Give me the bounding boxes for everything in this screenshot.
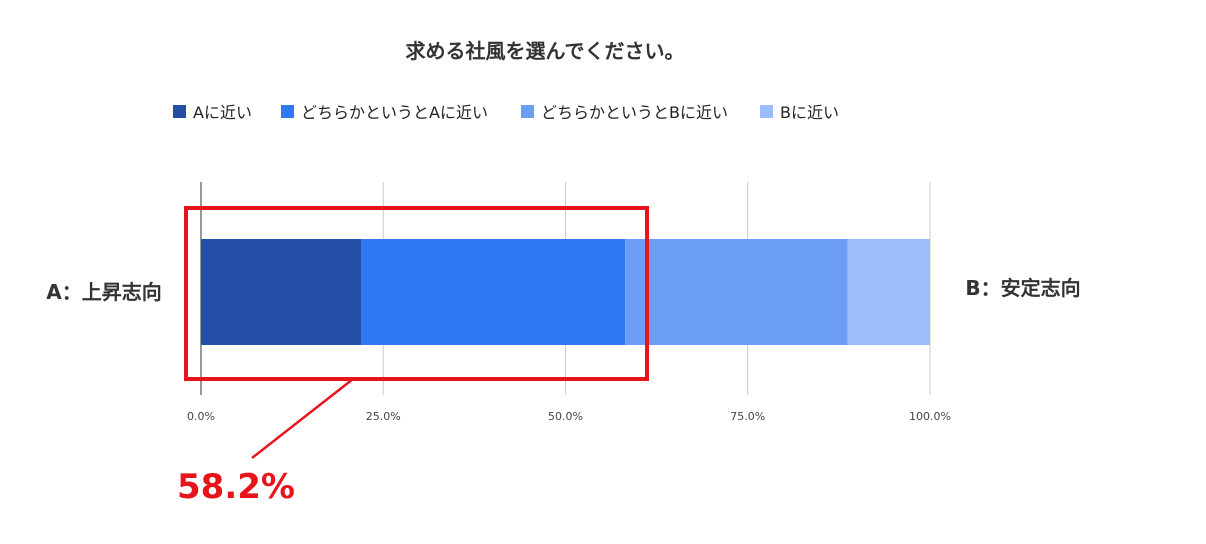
legend-label: どちらかというとAに近い	[301, 103, 488, 122]
legend: Aに近い どちらかというとAに近い どちらかというとBに近い Bに近い	[173, 103, 839, 122]
x-axis-ticks: 0.0% 25.0% 50.0% 75.0% 100.0%	[187, 410, 951, 423]
bar-segment-2	[361, 239, 626, 345]
right-label: B：安定志向	[965, 276, 1080, 300]
stacked-bar	[201, 239, 930, 345]
bar-segment-1	[201, 239, 362, 345]
x-tick-label: 25.0%	[366, 410, 401, 423]
legend-label: Bに近い	[780, 103, 839, 122]
chart-title: 求める社風を選んでください。	[406, 39, 685, 63]
legend-label: Aに近い	[193, 103, 252, 122]
legend-swatch	[760, 105, 773, 118]
legend-swatch	[281, 105, 294, 118]
annotation: 58.2%	[177, 206, 649, 507]
x-tick-label: 50.0%	[548, 410, 583, 423]
bar-segment-4	[847, 239, 930, 345]
callout-value: 58.2%	[177, 467, 295, 507]
x-tick-label: 0.0%	[187, 410, 215, 423]
highlight-box	[184, 206, 649, 381]
x-tick-label: 75.0%	[730, 410, 765, 423]
legend-swatch	[173, 105, 186, 118]
legend-swatch	[521, 105, 534, 118]
left-label: A：上昇志向	[46, 280, 161, 304]
callout-line	[251, 378, 354, 459]
bar-segment-3	[625, 239, 848, 345]
legend-label: どちらかというとBに近い	[541, 103, 728, 122]
x-tick-label: 100.0%	[909, 410, 951, 423]
